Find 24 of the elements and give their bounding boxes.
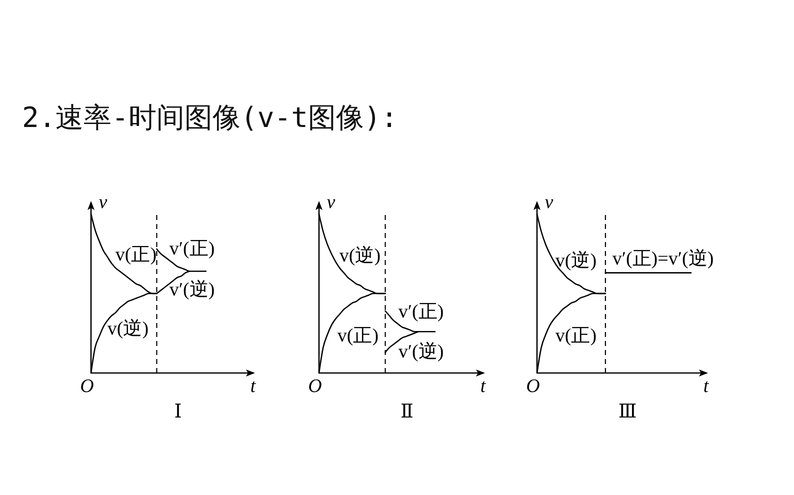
series-label: v(逆) bbox=[107, 318, 149, 340]
series-label: v′(正) bbox=[398, 301, 444, 322]
series-label: v′(逆) bbox=[169, 279, 215, 300]
series-label: v′(正)=v′(逆) bbox=[612, 248, 714, 270]
y-axis-title: v bbox=[544, 192, 554, 213]
y-axis-title: v bbox=[98, 192, 108, 213]
chart-title: 2.速率-时间图像(v-t图像): bbox=[22, 101, 398, 134]
series-label: v(逆) bbox=[339, 245, 381, 266]
series-label: v(逆) bbox=[555, 250, 597, 272]
text: Ⅱ bbox=[400, 401, 414, 422]
series-label: v(正) bbox=[337, 325, 379, 346]
x-axis-title: t bbox=[703, 376, 710, 397]
text: O bbox=[80, 376, 94, 397]
x-axis-title: t bbox=[250, 376, 256, 397]
series-label: v(正) bbox=[555, 325, 597, 346]
text: Ⅰ bbox=[174, 401, 182, 422]
text: Ⅲ bbox=[618, 401, 637, 422]
series-label: v′(正) bbox=[169, 238, 215, 260]
y-axis-title: v bbox=[326, 192, 336, 213]
series-label: v(正) bbox=[115, 244, 157, 266]
text: O bbox=[308, 376, 322, 397]
series-label: v′(逆) bbox=[398, 341, 444, 362]
x-axis-title: t bbox=[480, 376, 486, 397]
text: O bbox=[526, 376, 540, 397]
